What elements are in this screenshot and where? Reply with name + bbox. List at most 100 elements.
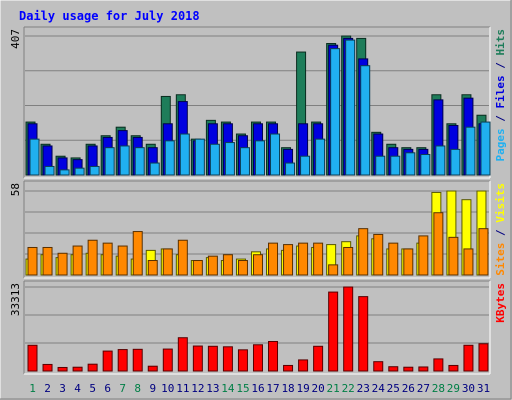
- bar-kbytes-fill: [298, 359, 309, 372]
- bar-kbytes-day-11: [177, 337, 188, 372]
- bar-pages-day-3: [59, 169, 70, 176]
- day-label-24: 24: [372, 382, 386, 395]
- day-label-11: 11: [176, 382, 189, 395]
- bar-sites-day-14: [222, 254, 233, 276]
- day-label-30: 30: [462, 382, 475, 395]
- bar-sites-day-21: [328, 264, 339, 276]
- bar-pages-day-15: [239, 147, 250, 176]
- bar-pages-day-17: [270, 133, 281, 176]
- bar-pages-day-20: [315, 138, 326, 176]
- day-label-25: 25: [387, 382, 400, 395]
- bar-sites-fill: [222, 254, 233, 276]
- day-label-21: 21: [327, 382, 340, 395]
- bar-pages-fill: [209, 143, 220, 176]
- bar-pages-fill: [420, 154, 431, 176]
- bar-sites-fill: [72, 245, 83, 276]
- legend-entry: /: [494, 223, 507, 243]
- bar-kbytes-day-29: [448, 364, 459, 372]
- bar-sites-day-5: [87, 239, 98, 276]
- bar-pages-day-24: [375, 155, 386, 176]
- bar-sites-fill: [403, 248, 414, 276]
- legend-entry: Hits: [494, 29, 507, 56]
- bar-pages-day-7: [119, 145, 130, 176]
- bar-pages-fill: [134, 147, 145, 176]
- bar-pages-fill: [270, 133, 281, 176]
- bar-pages-fill: [74, 167, 85, 176]
- bar-kbytes-day-23: [358, 296, 369, 372]
- bar-sites-fill: [313, 242, 324, 276]
- bar-kbytes-day-24: [373, 361, 384, 372]
- bar-kbytes-fill: [207, 345, 218, 372]
- bar-pages-fill: [285, 162, 296, 176]
- bar-sites-day-18: [283, 244, 294, 276]
- bar-sites-day-7: [117, 245, 128, 276]
- bar-pages-fill: [119, 145, 130, 176]
- bar-pages-day-19: [300, 155, 311, 176]
- bar-pages-fill: [194, 138, 205, 176]
- bar-kbytes-fill: [388, 366, 399, 372]
- bar-kbytes-fill: [252, 344, 263, 372]
- bar-sites-fill: [328, 264, 339, 276]
- day-label-28: 28: [432, 382, 445, 395]
- bar-sites-day-19: [298, 242, 309, 276]
- bar-pages-fill: [44, 165, 55, 176]
- day-label-6: 6: [104, 382, 111, 395]
- bar-kbytes-day-13: [207, 345, 218, 372]
- bar-kbytes-day-1: [27, 344, 38, 372]
- bar-kbytes-day-27: [418, 366, 429, 372]
- day-label-15: 15: [236, 382, 249, 395]
- panel-bottom-legend: KBytes: [494, 283, 507, 323]
- bar-sites-day-4: [72, 245, 83, 276]
- day-label-22: 22: [342, 382, 355, 395]
- bar-sites-day-20: [313, 242, 324, 276]
- bar-pages-day-2: [44, 165, 55, 176]
- bar-kbytes-day-9: [147, 365, 158, 372]
- bar-pages-fill: [254, 140, 265, 176]
- bar-sites-fill: [358, 228, 369, 276]
- bar-pages-day-16: [254, 140, 265, 176]
- bar-pages-fill: [315, 138, 326, 176]
- day-label-19: 19: [296, 382, 309, 395]
- bar-sites-day-28: [433, 212, 444, 276]
- bar-kbytes-day-22: [343, 286, 354, 372]
- day-label-13: 13: [206, 382, 219, 395]
- bar-pages-day-13: [209, 143, 220, 176]
- bar-pages-fill: [375, 155, 386, 176]
- day-label-10: 10: [161, 382, 174, 395]
- bar-sites-day-31: [478, 228, 489, 276]
- day-label-17: 17: [266, 382, 279, 395]
- bar-pages-day-1: [29, 138, 40, 176]
- day-label-23: 23: [357, 382, 370, 395]
- bar-sites-fill: [252, 254, 263, 276]
- bar-pages-fill: [89, 165, 100, 176]
- bar-pages-day-26: [405, 152, 416, 176]
- bar-sites-day-6: [102, 242, 113, 276]
- bar-kbytes-fill: [268, 340, 279, 372]
- bar-kbytes-day-12: [192, 345, 203, 372]
- bar-sites-day-1: [27, 246, 38, 276]
- panel-bottom: 33313 KBytes: [9, 280, 507, 375]
- bar-kbytes-day-4: [72, 366, 83, 372]
- bar-kbytes-day-19: [298, 359, 309, 372]
- bar-pages-day-14: [224, 142, 235, 176]
- bar-pages-fill: [405, 152, 416, 176]
- day-label-8: 8: [134, 382, 141, 395]
- bar-sites-day-29: [448, 236, 459, 276]
- day-label-29: 29: [447, 382, 460, 395]
- bar-kbytes-fill: [283, 364, 294, 372]
- bar-pages-fill: [450, 148, 461, 176]
- bar-sites-fill: [268, 242, 279, 276]
- bar-kbytes-day-28: [433, 358, 444, 372]
- bar-kbytes-day-18: [283, 364, 294, 372]
- bar-sites-fill: [207, 255, 218, 276]
- bar-sites-day-22: [343, 246, 354, 276]
- bar-kbytes-day-15: [237, 349, 248, 372]
- bar-sites-fill: [343, 246, 354, 276]
- bar-sites-day-25: [388, 242, 399, 276]
- bar-pages-day-4: [74, 167, 85, 176]
- bar-sites-fill: [433, 212, 444, 276]
- bar-kbytes-day-17: [268, 340, 279, 372]
- bar-sites-fill: [132, 231, 143, 276]
- bar-pages-day-10: [164, 140, 175, 176]
